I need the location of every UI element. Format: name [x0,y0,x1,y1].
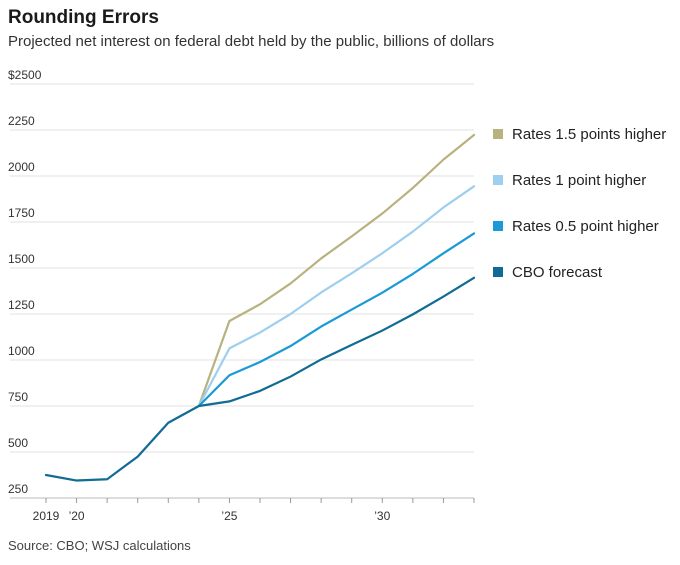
y-tick-label: 1000 [8,344,35,358]
legend-label: Rates 1 point higher [512,172,646,189]
series-line-rates-1-5-points-higher [197,133,476,408]
y-tick-label: $2500 [8,68,42,82]
y-tick-label: 250 [8,482,28,496]
legend-swatch [493,175,503,185]
y-tick-label: 500 [8,436,28,450]
y-tick-label: 1500 [8,252,35,266]
series-line-rates-0-5-point-higher [197,232,476,408]
x-axis: 2019 ’20 ’25 ’30 [10,497,475,523]
y-axis: 250 500 750 1000 1250 1500 1750 2000 2250 $2500 [8,68,42,496]
legend-label: Rates 1.5 points higher [512,126,666,143]
legend-label: CBO forecast [512,264,603,281]
y-tick-label: 1750 [8,206,35,220]
chart-subtitle: Projected net interest on federal debt h… [8,33,495,50]
x-tick-label: ’20 [69,509,85,523]
x-tick-label: ’30 [374,509,390,523]
legend-swatch [493,129,503,139]
legend-swatch [493,267,503,277]
series-line-cbo-forecast [44,276,476,482]
series-line-rates-1-point-higher [197,185,476,408]
chart-title: Rounding Errors [8,7,159,28]
x-tick-label: ’25 [221,509,237,523]
x-tick-label: 2019 [33,509,60,523]
y-tick-label: 2000 [8,160,35,174]
series-lines [44,133,476,482]
legend-swatch [493,221,503,231]
y-tick-label: 750 [8,390,28,404]
legend-label: Rates 0.5 point higher [512,218,659,235]
legend: Rates 1.5 points higher Rates 1 point hig… [493,126,666,281]
source-note: Source: CBO; WSJ calculations [8,538,191,553]
y-tick-label: 2250 [8,114,35,128]
grid-lines [10,83,474,453]
y-tick-label: 1250 [8,298,35,312]
